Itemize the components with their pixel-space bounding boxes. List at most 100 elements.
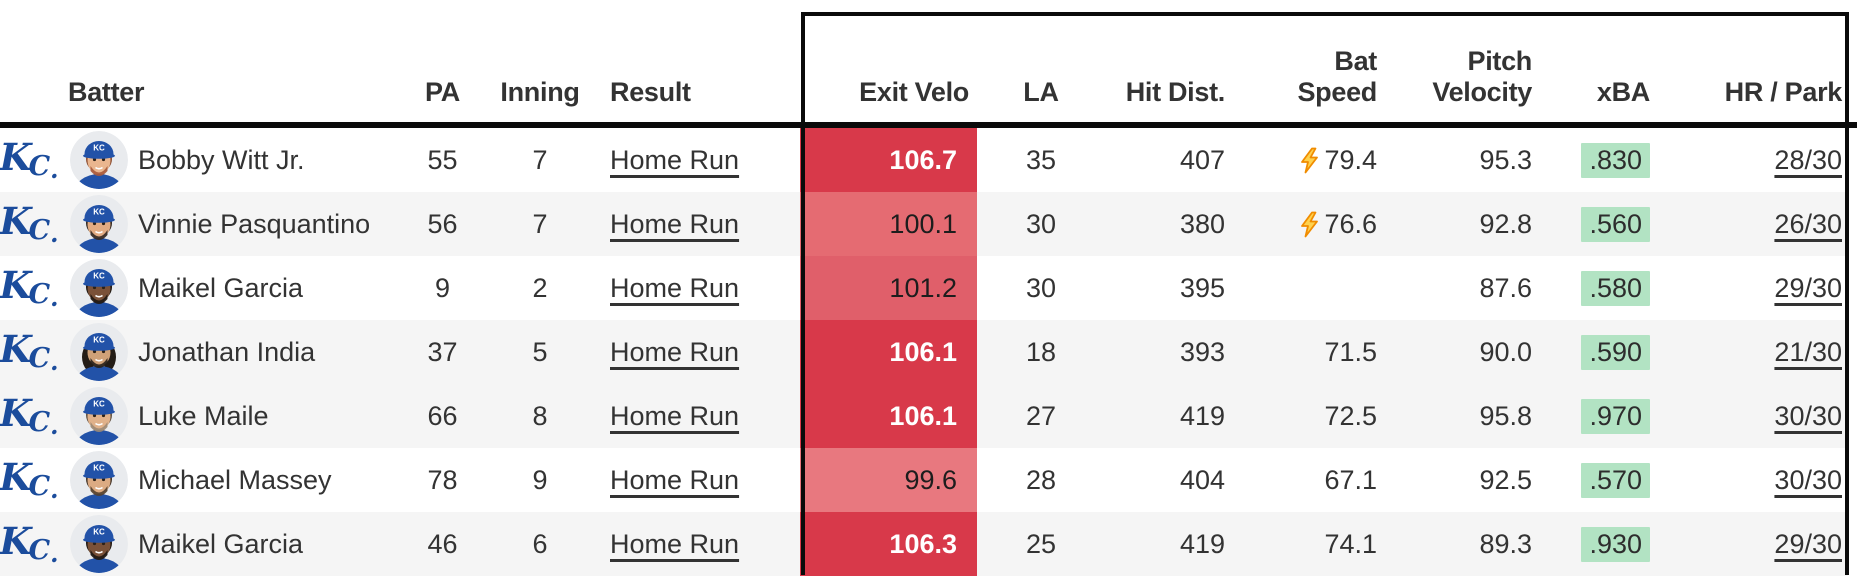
bat-speed-cell	[1235, 256, 1390, 320]
hr-park-cell: 21/30	[1663, 320, 1848, 384]
team-logo-kc: KC.	[0, 448, 59, 512]
bat-speed-value: 72.5	[1324, 400, 1377, 431]
column-header-exit-velo[interactable]: Exit Velo	[859, 77, 969, 108]
result-link[interactable]: Home Run	[610, 528, 740, 559]
xba-cell: .580	[1545, 256, 1663, 320]
team-logo-kc: KC.	[0, 384, 59, 448]
batter-name: Maikel Garcia	[138, 528, 304, 559]
exit-velo-cell: 100.1	[800, 192, 977, 256]
result-link[interactable]: Home Run	[610, 400, 740, 431]
bat-speed-cell: 71.5	[1235, 320, 1390, 384]
inning-value: 8	[532, 400, 548, 431]
player-avatar-cell: KC	[58, 256, 134, 320]
royals-kc-logo-icon: KC.	[0, 390, 59, 440]
player-avatar-cell: KC	[58, 384, 134, 448]
batter-name: Michael Massey	[138, 464, 332, 495]
royals-kc-logo-icon: KC.	[0, 262, 59, 312]
launch-angle-value: 25	[1025, 528, 1057, 559]
column-header-result[interactable]: Result	[610, 77, 691, 108]
hr-park-link[interactable]: 29/30	[1774, 528, 1842, 559]
bat-speed-cell: 67.1	[1235, 448, 1390, 512]
launch-angle-value: 35	[1025, 144, 1057, 175]
inning-value: 2	[532, 272, 548, 303]
bat-speed-cell: 76.6	[1235, 192, 1390, 256]
result-link[interactable]: Home Run	[610, 464, 740, 495]
hit-distance-value: 380	[1179, 208, 1225, 239]
launch-angle-value: 27	[1025, 400, 1057, 431]
result-cell: Home Run	[580, 320, 800, 384]
team-logo-kc: KC.	[0, 320, 59, 384]
result-link[interactable]: Home Run	[610, 208, 740, 239]
hr-park-link[interactable]: 21/30	[1774, 336, 1842, 367]
hr-park-link[interactable]: 28/30	[1774, 144, 1842, 175]
column-header-inning[interactable]: Inning	[500, 77, 580, 108]
hr-park-link[interactable]: 29/30	[1774, 272, 1842, 303]
exit-velo-cell: 106.1	[800, 320, 977, 384]
svg-text:KC: KC	[93, 464, 105, 473]
column-header-pa[interactable]: PA	[425, 77, 460, 108]
pa-value: 46	[427, 528, 458, 559]
batter-name: Maikel Garcia	[138, 272, 304, 303]
hr-park-link[interactable]: 30/30	[1774, 464, 1842, 495]
pitch-velocity-value: 89.3	[1479, 528, 1532, 559]
result-link[interactable]: Home Run	[610, 272, 740, 303]
player-avatar-cell: KC	[58, 192, 134, 256]
hr-park-cell: 28/30	[1663, 128, 1848, 192]
player-avatar-cell: KC	[58, 512, 134, 576]
column-header-hit-dist[interactable]: Hit Dist.	[1125, 77, 1226, 108]
player-headshot-avatar: KC	[69, 387, 128, 445]
hit-distance-value: 404	[1179, 464, 1225, 495]
result-cell: Home Run	[580, 128, 800, 192]
result-cell: Home Run	[580, 256, 800, 320]
result-link[interactable]: Home Run	[610, 336, 740, 367]
svg-text:KC: KC	[93, 336, 105, 345]
player-headshot-avatar: KC	[69, 131, 128, 189]
svg-text:KC: KC	[93, 208, 105, 217]
player-headshot-avatar: KC	[69, 259, 128, 317]
xba-cell: .590	[1545, 320, 1663, 384]
pitch-velocity-value: 95.8	[1479, 400, 1532, 431]
team-logo-kc: KC.	[0, 128, 59, 192]
xba-cell: .560	[1545, 192, 1663, 256]
launch-angle-value: 30	[1025, 272, 1057, 303]
result-link[interactable]: Home Run	[610, 144, 740, 175]
column-header-hr-park[interactable]: HR / Park	[1724, 77, 1843, 108]
pa-value: 66	[427, 400, 458, 431]
hit-distance-value: 393	[1179, 336, 1225, 367]
column-header-xba[interactable]: xBA	[1596, 77, 1650, 108]
inning-value: 7	[532, 144, 548, 175]
royals-kc-logo-icon: KC.	[0, 518, 59, 568]
column-header-batter[interactable]: Batter	[68, 77, 145, 108]
fast-swing-bolt-icon	[1301, 211, 1319, 237]
batter-name: Bobby Witt Jr.	[138, 144, 305, 175]
royals-kc-logo-icon: KC.	[0, 198, 59, 248]
player-avatar-cell: KC	[58, 128, 134, 192]
table-row: KC. KC Michael Massey 78 9 Home Run 99.6…	[0, 448, 1848, 512]
inning-value: 6	[532, 528, 548, 559]
team-logo-kc: KC.	[0, 192, 59, 256]
bat-speed-value: 74.1	[1324, 528, 1377, 559]
xba-cell: .830	[1545, 128, 1663, 192]
column-header-pitch-velocity[interactable]: Pitch Velocity	[1432, 46, 1532, 108]
xba-badge: .590	[1581, 334, 1650, 370]
bat-speed-cell: 74.1	[1235, 512, 1390, 576]
batter-name: Vinnie Pasquantino	[138, 208, 371, 239]
exit-velo-cell: 106.3	[800, 512, 977, 576]
player-headshot-avatar: KC	[69, 515, 128, 573]
pa-value: 56	[427, 208, 458, 239]
bat-speed-value: 79.4	[1324, 144, 1377, 175]
hr-park-link[interactable]: 26/30	[1774, 208, 1842, 239]
column-header-bat-speed[interactable]: Bat Speed	[1297, 46, 1377, 108]
pa-value: 78	[427, 464, 458, 495]
exit-velo-cell: 101.2	[800, 256, 977, 320]
column-header-la[interactable]: LA	[1023, 77, 1059, 108]
hr-park-cell: 29/30	[1663, 512, 1848, 576]
svg-text:KC: KC	[93, 528, 105, 537]
royals-kc-logo-icon: KC.	[0, 134, 59, 184]
pitch-velocity-value: 92.5	[1479, 464, 1532, 495]
bat-speed-cell: 72.5	[1235, 384, 1390, 448]
hr-park-link[interactable]: 30/30	[1774, 400, 1842, 431]
inning-value: 9	[532, 464, 548, 495]
launch-angle-value: 30	[1025, 208, 1057, 239]
hit-distance-value: 395	[1179, 272, 1225, 303]
